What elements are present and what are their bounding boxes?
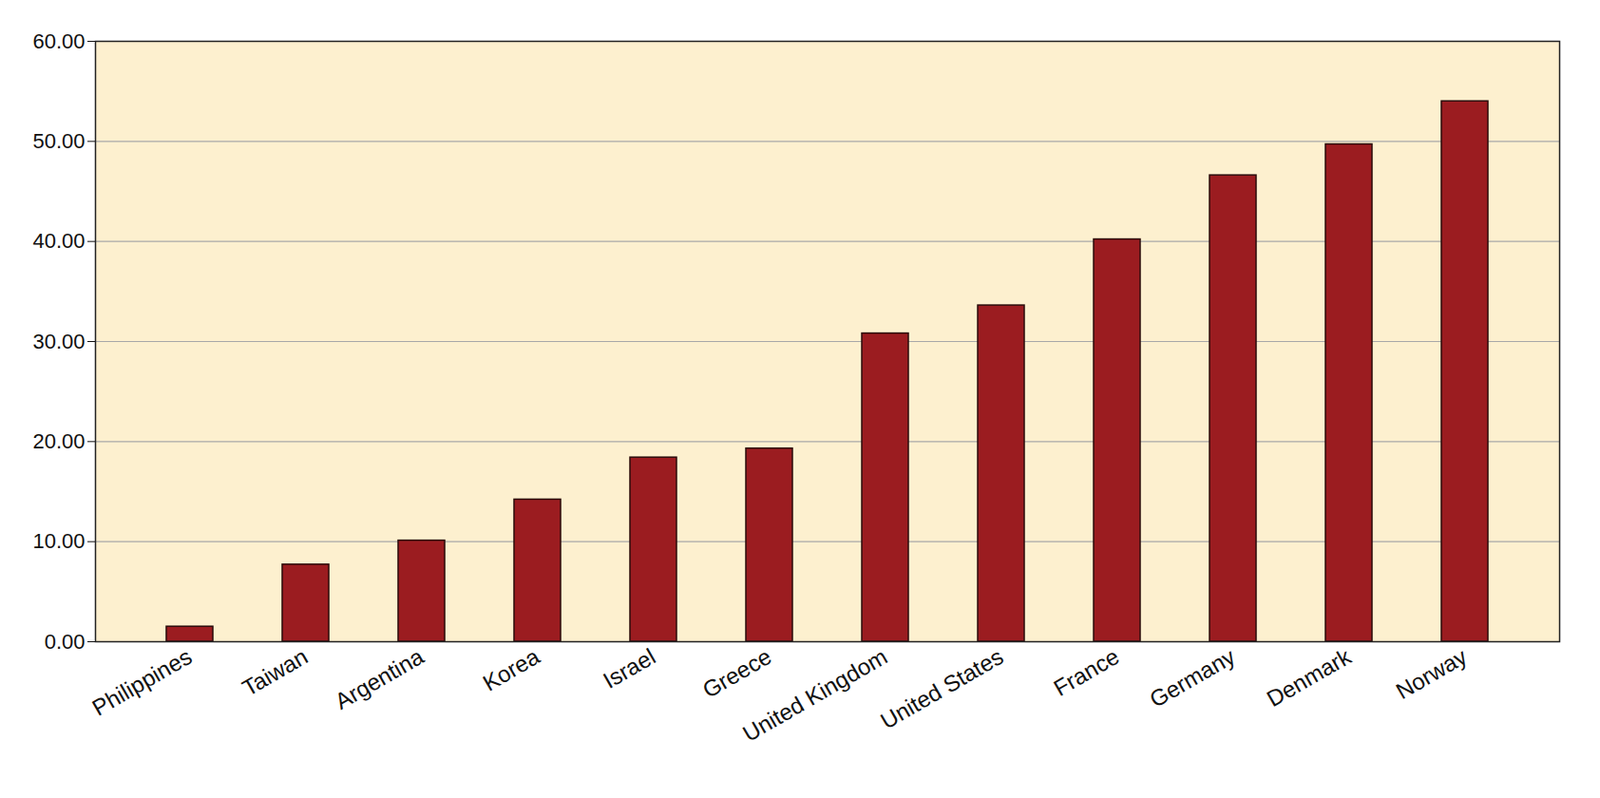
svg-text:Greece: Greece bbox=[698, 643, 777, 704]
svg-text:30.00: 30.00 bbox=[32, 329, 85, 354]
svg-text:United Kingdom: United Kingdom bbox=[738, 643, 892, 747]
svg-text:Norway: Norway bbox=[1390, 643, 1471, 705]
svg-text:United States: United States bbox=[876, 643, 1008, 734]
svg-text:Israel: Israel bbox=[598, 643, 660, 694]
svg-text:50.00: 50.00 bbox=[32, 129, 85, 153]
svg-text:Taiwan: Taiwan bbox=[237, 643, 312, 702]
svg-text:0.00: 0.00 bbox=[44, 629, 86, 654]
svg-text:Philippines: Philippines bbox=[87, 643, 196, 721]
svg-text:Argentina: Argentina bbox=[330, 643, 429, 715]
svg-text:Denmark: Denmark bbox=[1262, 643, 1357, 713]
svg-text:Korea: Korea bbox=[477, 643, 545, 697]
svg-text:France: France bbox=[1048, 643, 1124, 702]
svg-text:Germany: Germany bbox=[1144, 643, 1239, 713]
svg-text:60.00: 60.00 bbox=[32, 29, 85, 54]
svg-text:20.00: 20.00 bbox=[32, 429, 85, 454]
svg-text:10.00: 10.00 bbox=[32, 529, 85, 553]
svg-text:40.00: 40.00 bbox=[32, 228, 85, 253]
